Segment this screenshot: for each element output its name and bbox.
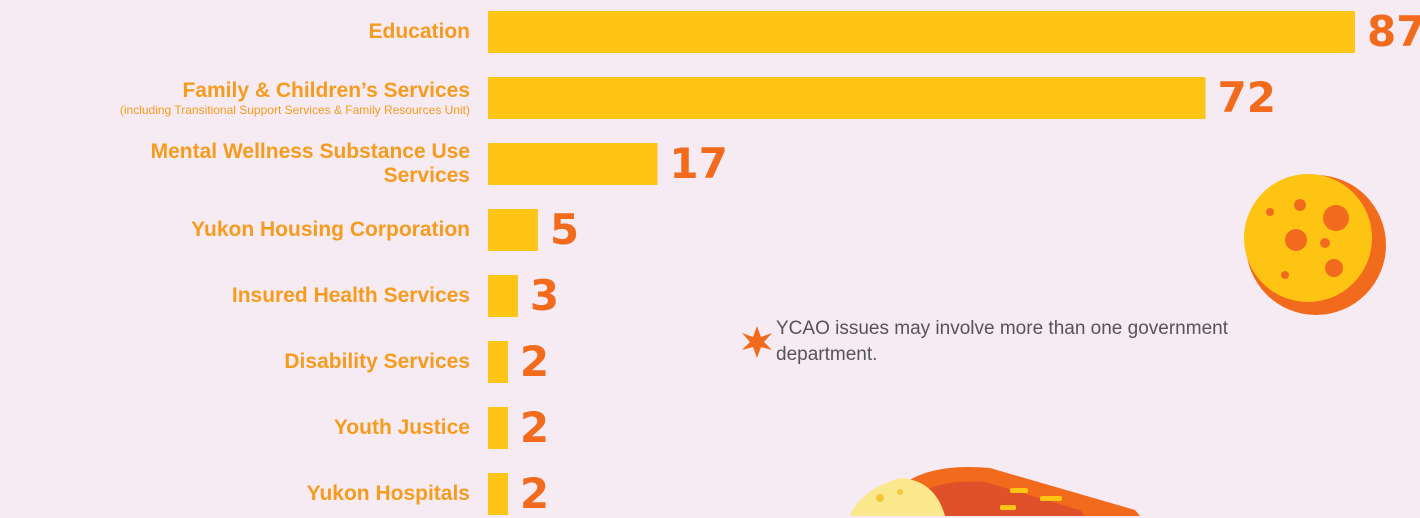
bar (488, 275, 518, 317)
note: YCAO issues may involve more than one go… (776, 318, 1228, 365)
bar (488, 341, 508, 383)
bar (488, 143, 658, 185)
category-label: Yukon Housing Corporation (110, 218, 470, 242)
category-note: (including Transitional Support Services… (119, 103, 470, 117)
category-text: Yukon Hospitals (306, 482, 470, 505)
category-text: Insured Health Services (231, 284, 470, 307)
value-label: 17 (669, 139, 728, 188)
value-label: 2 (519, 469, 550, 518)
category-label: Yukon Hospitals (110, 482, 470, 506)
category-label: Insured Health Services (110, 284, 470, 308)
category-text: Education (368, 20, 470, 43)
category-text: Mental Wellness Substance Use Services (150, 140, 470, 187)
bar (488, 407, 508, 449)
value-label: 3 (529, 271, 560, 320)
comet (850, 467, 1140, 516)
bar (488, 11, 1355, 53)
bar (488, 473, 508, 515)
category-label: Education (110, 20, 470, 44)
category-text: Yukon Housing Corporation (191, 218, 470, 241)
value-label: 5 (549, 205, 580, 254)
category-label: Disability Services (110, 350, 470, 374)
star-icon (742, 326, 772, 358)
category-label: Mental Wellness Substance Use Services (110, 140, 470, 188)
category-label: Youth Justice (110, 416, 470, 440)
category-text: Family & Children’s Services (182, 79, 470, 102)
category-text: Disability Services (284, 350, 470, 373)
value-label: 72 (1217, 73, 1276, 122)
category-text: Youth Justice (333, 416, 470, 439)
value-label: 87 (1367, 7, 1420, 56)
bar (488, 77, 1206, 119)
value-label: 2 (519, 403, 550, 452)
bar (488, 209, 538, 251)
planet (1244, 174, 1386, 315)
category-label: Family & Children’s Services (including T… (110, 79, 470, 117)
value-label: 2 (519, 337, 550, 386)
